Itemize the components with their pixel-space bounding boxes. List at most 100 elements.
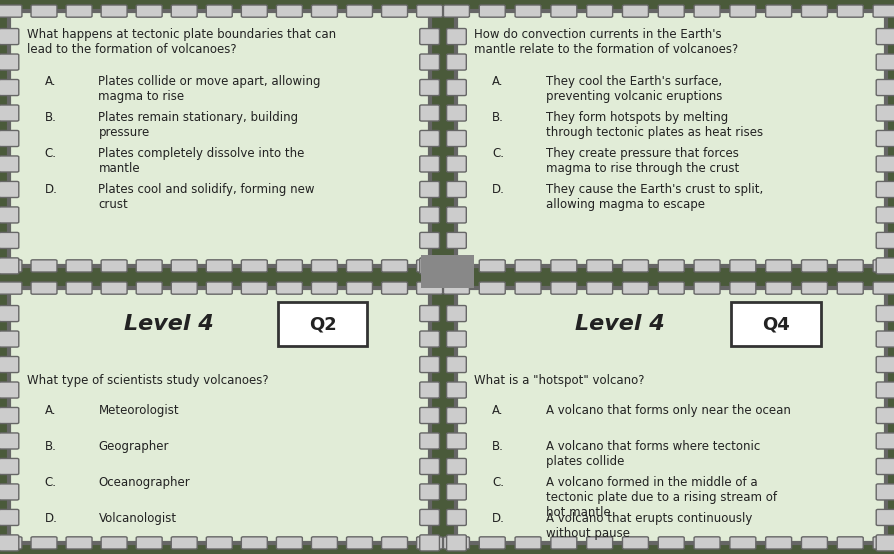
FancyBboxPatch shape [9, 11, 429, 266]
FancyBboxPatch shape [276, 282, 302, 294]
FancyBboxPatch shape [586, 537, 612, 549]
FancyBboxPatch shape [443, 537, 468, 549]
Text: C.: C. [492, 147, 503, 160]
Text: C.: C. [492, 476, 503, 489]
FancyBboxPatch shape [875, 382, 894, 398]
Text: B.: B. [45, 111, 56, 124]
FancyBboxPatch shape [311, 5, 337, 17]
FancyBboxPatch shape [0, 537, 21, 549]
FancyBboxPatch shape [875, 305, 894, 321]
Text: D.: D. [492, 183, 504, 196]
FancyBboxPatch shape [206, 537, 232, 549]
Text: Level 4: Level 4 [574, 314, 664, 334]
Text: A volcano that forms only near the ocean: A volcano that forms only near the ocean [545, 404, 790, 417]
FancyBboxPatch shape [551, 282, 577, 294]
FancyBboxPatch shape [346, 5, 372, 17]
FancyBboxPatch shape [446, 207, 466, 223]
FancyBboxPatch shape [730, 282, 755, 294]
Text: Plates cool and solidify, forming new
crust: Plates cool and solidify, forming new cr… [98, 183, 315, 211]
FancyBboxPatch shape [416, 260, 442, 272]
FancyBboxPatch shape [0, 357, 19, 372]
FancyBboxPatch shape [277, 302, 367, 346]
FancyBboxPatch shape [381, 5, 407, 17]
FancyBboxPatch shape [0, 28, 19, 44]
Text: A.: A. [45, 75, 56, 88]
Text: They form hotspots by melting
through tectonic plates as heat rises: They form hotspots by melting through te… [545, 111, 763, 139]
Text: What type of scientists study volcanoes?: What type of scientists study volcanoes? [27, 374, 268, 387]
FancyBboxPatch shape [419, 510, 439, 525]
Bar [434, 0, 469, 554]
FancyBboxPatch shape [875, 357, 894, 372]
FancyBboxPatch shape [241, 282, 267, 294]
FancyBboxPatch shape [0, 130, 19, 146]
FancyBboxPatch shape [875, 181, 894, 197]
Text: C.: C. [45, 476, 56, 489]
Text: C.: C. [45, 147, 56, 160]
FancyBboxPatch shape [171, 260, 197, 272]
FancyBboxPatch shape [622, 5, 647, 17]
FancyBboxPatch shape [443, 260, 468, 272]
Text: They cool the Earth's surface,
preventing volcanic eruptions: They cool the Earth's surface, preventin… [545, 75, 721, 103]
FancyBboxPatch shape [730, 537, 755, 549]
FancyBboxPatch shape [515, 5, 540, 17]
FancyBboxPatch shape [446, 510, 466, 525]
FancyBboxPatch shape [0, 207, 19, 223]
FancyBboxPatch shape [875, 407, 894, 423]
Text: D.: D. [45, 512, 57, 525]
FancyBboxPatch shape [0, 484, 19, 500]
FancyBboxPatch shape [479, 537, 505, 549]
FancyBboxPatch shape [875, 535, 894, 551]
FancyBboxPatch shape [872, 282, 894, 294]
Text: B.: B. [45, 440, 56, 453]
FancyBboxPatch shape [658, 537, 684, 549]
FancyBboxPatch shape [875, 130, 894, 146]
FancyBboxPatch shape [206, 282, 232, 294]
FancyBboxPatch shape [446, 305, 466, 321]
FancyBboxPatch shape [765, 260, 791, 272]
FancyBboxPatch shape [515, 260, 540, 272]
FancyBboxPatch shape [446, 130, 466, 146]
FancyBboxPatch shape [0, 331, 19, 347]
FancyBboxPatch shape [446, 459, 466, 474]
FancyBboxPatch shape [276, 260, 302, 272]
FancyBboxPatch shape [419, 28, 439, 44]
FancyBboxPatch shape [551, 260, 577, 272]
Text: What is a "hotspot" volcano?: What is a "hotspot" volcano? [474, 374, 645, 387]
FancyBboxPatch shape [446, 382, 466, 398]
Text: D.: D. [45, 183, 57, 196]
FancyBboxPatch shape [0, 535, 19, 551]
FancyBboxPatch shape [694, 5, 720, 17]
FancyBboxPatch shape [875, 433, 894, 449]
FancyBboxPatch shape [66, 282, 92, 294]
FancyBboxPatch shape [136, 5, 162, 17]
Text: Geographer: Geographer [98, 440, 169, 453]
Text: A.: A. [492, 75, 503, 88]
FancyBboxPatch shape [446, 433, 466, 449]
FancyBboxPatch shape [0, 156, 19, 172]
FancyBboxPatch shape [446, 407, 466, 423]
FancyBboxPatch shape [446, 484, 466, 500]
FancyBboxPatch shape [0, 382, 19, 398]
FancyBboxPatch shape [837, 537, 862, 549]
FancyBboxPatch shape [346, 282, 372, 294]
FancyBboxPatch shape [31, 5, 57, 17]
FancyBboxPatch shape [694, 537, 720, 549]
FancyBboxPatch shape [31, 282, 57, 294]
FancyBboxPatch shape [419, 54, 439, 70]
FancyBboxPatch shape [622, 260, 647, 272]
FancyBboxPatch shape [0, 79, 19, 95]
FancyBboxPatch shape [419, 357, 439, 372]
FancyBboxPatch shape [0, 5, 21, 17]
Text: Level 4: Level 4 [123, 314, 214, 334]
FancyBboxPatch shape [101, 260, 127, 272]
FancyBboxPatch shape [446, 181, 466, 197]
FancyBboxPatch shape [551, 5, 577, 17]
FancyBboxPatch shape [622, 282, 647, 294]
FancyBboxPatch shape [479, 282, 505, 294]
FancyBboxPatch shape [276, 5, 302, 17]
FancyBboxPatch shape [276, 537, 302, 549]
FancyBboxPatch shape [101, 5, 127, 17]
FancyBboxPatch shape [765, 537, 791, 549]
FancyBboxPatch shape [458, 289, 883, 542]
FancyBboxPatch shape [801, 5, 826, 17]
